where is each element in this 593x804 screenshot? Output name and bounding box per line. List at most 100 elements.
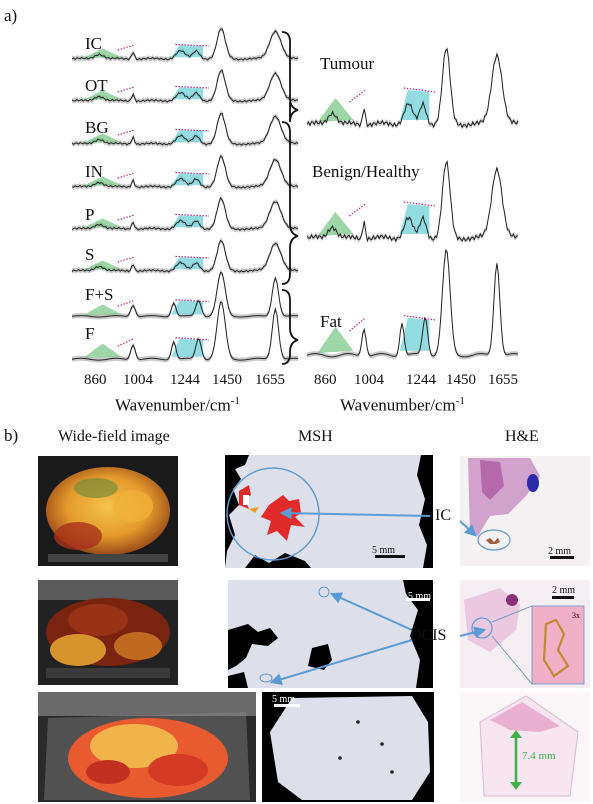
right-tick-1004: 1004 <box>354 372 384 388</box>
spectrum-mean-line <box>306 160 519 243</box>
band-area-cyan <box>171 338 204 357</box>
spectrum-std-band <box>72 195 298 233</box>
msh-background-black-bottom <box>245 553 311 568</box>
wide-field-image-2 <box>38 580 178 685</box>
panel-a-letter: a) <box>4 6 18 25</box>
band-ratio-line <box>175 337 210 341</box>
band-ratio-line <box>349 317 366 332</box>
msh3-scalebar-label: 5 mm <box>272 694 296 705</box>
band-area-green <box>83 304 122 316</box>
msh-background-black-left <box>225 455 249 568</box>
left-tick-1004: 1004 <box>123 372 153 388</box>
band-area-cyan <box>171 130 204 143</box>
brace-fat <box>281 289 299 365</box>
wide-field-image-3 <box>38 692 256 802</box>
spectrum-mean-line <box>71 112 299 146</box>
band-ratio-line <box>403 201 436 207</box>
he-slide-3 <box>460 692 590 802</box>
right-tick-1244: 1244 <box>406 372 436 388</box>
right-tick-860: 860 <box>314 372 337 388</box>
msh-map-1 <box>225 455 433 568</box>
band-area-green <box>83 343 122 358</box>
band-area-cyan <box>399 90 430 120</box>
band-area-green <box>83 218 122 228</box>
he3-scalebar-label: 7.4 mm <box>522 750 556 762</box>
spectrum-mean-line <box>71 28 299 61</box>
spectrum-mean-line <box>71 69 299 103</box>
spectrum-mean-line <box>71 301 299 361</box>
right-tick-1655: 1655 <box>488 372 518 388</box>
band-area-cyan <box>171 215 204 228</box>
band-ratio-line <box>175 128 210 132</box>
band-ratio-line <box>117 86 134 93</box>
band-area-cyan <box>399 204 430 234</box>
band-area-cyan <box>171 173 204 186</box>
band-ratio-line <box>175 171 210 175</box>
ic-callout-label: IC <box>435 507 451 524</box>
band-ratio-line <box>175 213 210 217</box>
band-ratio-line <box>175 43 210 47</box>
left-tick-1450: 1450 <box>212 372 242 388</box>
spectrum-mean-line <box>71 239 299 273</box>
band-area-green <box>317 212 354 236</box>
right-tick-1450: 1450 <box>446 372 476 388</box>
band-ratio-line <box>117 44 134 51</box>
band-area-green <box>83 48 122 58</box>
group-label-tumour: Tumour <box>320 54 375 73</box>
msh-background-black-right <box>417 455 433 568</box>
band-area-green <box>83 90 122 100</box>
band-area-green <box>83 260 122 270</box>
panel-b-letter: b) <box>4 426 19 445</box>
dcis-arrows <box>269 592 487 685</box>
group-label-benign: Benign/Healthy <box>312 162 420 181</box>
band-ratio-line <box>349 203 366 217</box>
band-area-green <box>317 98 354 122</box>
he2-scalebar-label: 2 mm <box>552 585 576 596</box>
right-x-axis-title: Wavenumber/cm-1 <box>340 395 465 415</box>
spectrum-label-ic: IC <box>85 34 102 53</box>
band-ratio-line <box>117 338 134 347</box>
band-ratio-line <box>117 129 134 136</box>
msh-map-3 <box>262 692 434 802</box>
spectrum-mean-line <box>71 196 299 231</box>
msh2-scalebar-label: 5 mm <box>408 591 432 602</box>
wide-field-image-1 <box>38 456 178 566</box>
ic-arrows <box>279 507 477 537</box>
band-area-green <box>83 176 122 186</box>
band-ratio-line <box>175 85 210 89</box>
spectrum-label-ot: OT <box>85 76 108 95</box>
band-ratio-line <box>117 172 134 179</box>
stacked-spectra-chart <box>71 26 299 363</box>
spectrum-mean-line <box>306 249 519 358</box>
mean-spectra-chart <box>306 46 519 360</box>
left-tick-860: 860 <box>84 372 107 388</box>
he1-scalebar-label: 2 mm <box>548 546 572 557</box>
left-tick-1655: 1655 <box>255 372 285 388</box>
band-ratio-line <box>349 89 366 103</box>
left-x-axis-title: Wavenumber/cm-1 <box>115 395 240 415</box>
dcis-callout-label: DCIS <box>410 627 447 644</box>
column-title-he: H&E <box>505 428 539 445</box>
spectrum-label-f: F <box>85 324 95 343</box>
band-area-cyan <box>171 257 204 270</box>
msh1-scalebar-label: 5 mm <box>372 545 396 556</box>
inset-magnification-label: 3x <box>572 611 580 620</box>
group-label-fat: Fat <box>320 312 342 331</box>
band-area-cyan <box>171 300 204 315</box>
spectrum-label-in: IN <box>85 162 103 181</box>
group-braces <box>281 31 299 365</box>
band-ratio-line <box>117 256 134 263</box>
spectrum-label-s: S <box>85 245 95 264</box>
spectrum-mean-line <box>71 155 299 189</box>
column-title-msh: MSH <box>298 428 333 445</box>
band-area-cyan <box>171 45 204 58</box>
band-area-green <box>83 133 122 143</box>
band-ratio-line <box>175 255 210 259</box>
band-ratio-line <box>403 315 436 321</box>
brace-benign <box>281 121 299 285</box>
band-area-green <box>317 326 354 353</box>
msh-tumour-region-orange <box>249 507 259 513</box>
spectrum-label-bg: BG <box>85 118 109 137</box>
column-title-wide-field: Wide-field image <box>58 428 170 445</box>
left-tick-1244: 1244 <box>170 372 200 388</box>
